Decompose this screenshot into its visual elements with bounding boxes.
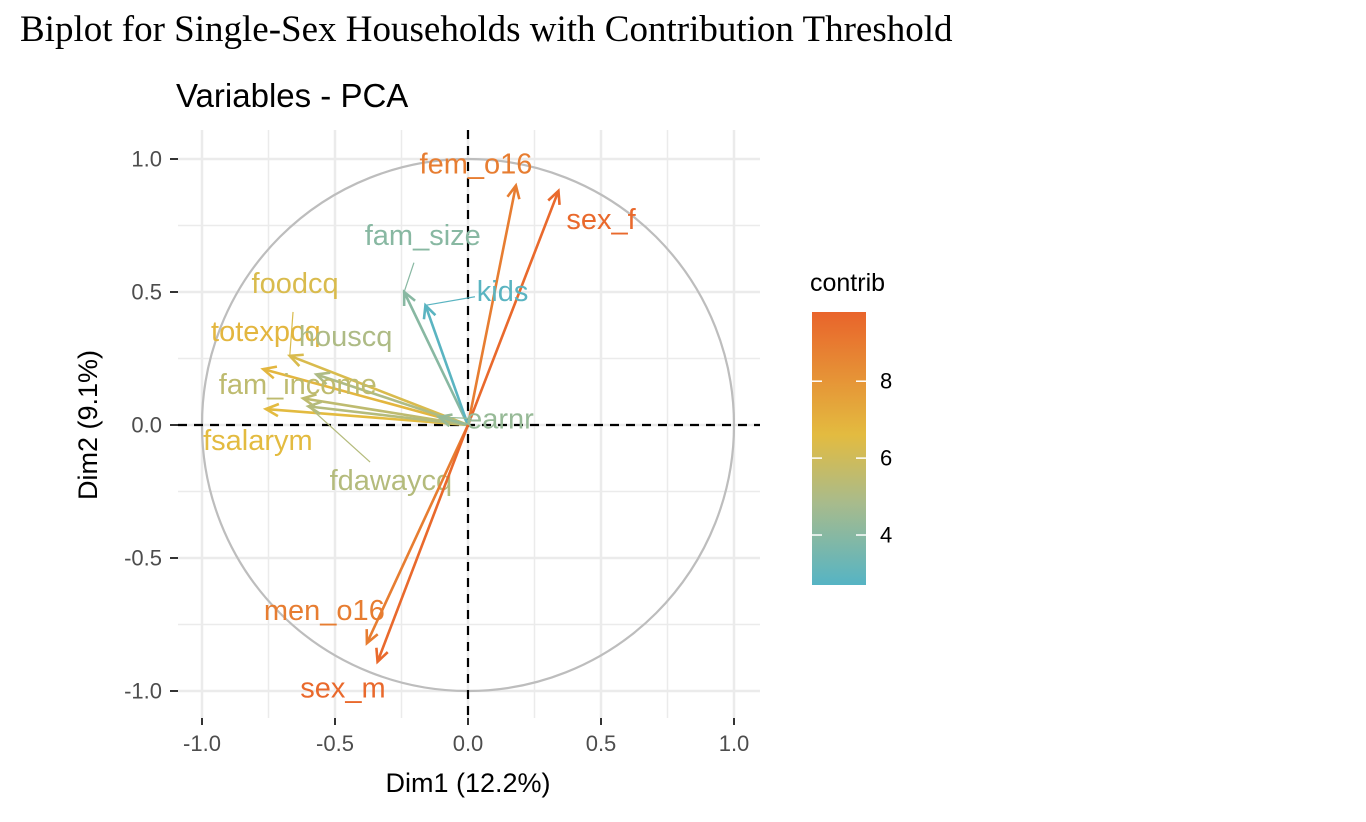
variable-label: men_o16 — [264, 595, 385, 627]
contrib-legend: contrib 8 6 4 — [810, 269, 892, 585]
variable-foodcq: foodcq — [252, 268, 469, 427]
variable-label: fsalarym — [203, 425, 313, 457]
label-leader-line — [438, 416, 472, 420]
arrow-line — [438, 415, 469, 427]
variable-fam_size: fam_size — [365, 220, 481, 426]
arrow-line — [308, 405, 469, 427]
variable-earnr: earnr — [435, 404, 534, 436]
arrow-line — [466, 185, 518, 426]
variable-label: foodcq — [252, 268, 339, 300]
legend-ticks: 8 6 4 — [812, 369, 892, 548]
arrow-line — [466, 190, 560, 426]
arrow-head — [547, 188, 561, 205]
y-axis: 1.0 0.5 0.0 -0.5 -1.0 — [124, 147, 178, 704]
arrow-head — [262, 402, 280, 418]
variable-kids: kids — [422, 276, 529, 426]
label-leader-line — [307, 405, 371, 463]
y-tick-label: 0.5 — [131, 280, 162, 305]
legend-title: contrib — [810, 269, 885, 297]
variable-sex_m: sex_m — [300, 424, 470, 704]
arrow-head — [300, 393, 317, 408]
variable-men_o16: men_o16 — [264, 424, 470, 646]
arrow-line — [262, 367, 469, 427]
variable-label: fam_size — [365, 220, 481, 252]
arrow-head — [365, 629, 379, 646]
arrow-line — [376, 424, 470, 663]
variable-label: fam_income — [219, 369, 377, 401]
arrow-line — [402, 291, 470, 426]
arrow-line — [289, 354, 469, 427]
legend-colorbar — [812, 312, 866, 585]
legend-tick-label: 4 — [880, 523, 892, 548]
y-axis-label: Dim2 (9.1%) — [73, 350, 103, 500]
variable-label: kids — [477, 276, 529, 308]
legend-tick-label: 8 — [880, 369, 892, 394]
legend-tick-label: 6 — [880, 446, 892, 471]
label-leader-line — [403, 262, 415, 293]
label-leader-line — [425, 296, 476, 306]
y-tick-label: -0.5 — [124, 546, 162, 571]
x-tick-label: -1.0 — [183, 731, 221, 756]
arrow-head — [375, 647, 389, 665]
x-tick-label: -0.5 — [316, 731, 354, 756]
figure-title: Biplot for Single-Sex Households with Co… — [20, 9, 953, 50]
arrow-head — [313, 371, 331, 386]
y-tick-label: -1.0 — [124, 679, 162, 704]
chart-title: Variables - PCA — [176, 77, 408, 114]
arrow-head — [260, 365, 278, 380]
x-tick-label: 0.5 — [586, 731, 617, 756]
y-tick-label: 1.0 — [131, 147, 162, 172]
variable-label: sex_m — [300, 672, 385, 704]
variable-sex_f: sex_f — [466, 188, 637, 426]
x-tick-label: 1.0 — [719, 731, 750, 756]
variable-fdawaycq: fdawaycq — [305, 400, 469, 497]
variable-fam_income: fam_income — [219, 369, 469, 427]
x-axis: -1.0 -0.5 0.0 0.5 1.0 — [183, 718, 749, 756]
variable-label: earnr — [466, 404, 534, 436]
variable-label: fem_o16 — [420, 148, 533, 180]
arrow-head — [506, 182, 521, 200]
label-leader-line — [289, 311, 294, 356]
variable-label: houscq — [299, 321, 393, 353]
variable-label: fdawaycq — [330, 465, 453, 497]
y-tick-label: 0.0 — [131, 413, 162, 438]
variable-label: totexpcq — [211, 316, 321, 348]
x-tick-label: 0.0 — [453, 731, 484, 756]
variable-fem_o16: fem_o16 — [420, 148, 533, 426]
variable-totexpcq: totexpcq — [211, 316, 469, 427]
variable-houscq: houscq — [299, 321, 469, 427]
variable-label: sex_f — [566, 204, 636, 236]
arrow-line — [424, 304, 470, 426]
arrow-line — [365, 424, 470, 644]
x-axis-label: Dim1 (12.2%) — [385, 768, 550, 798]
